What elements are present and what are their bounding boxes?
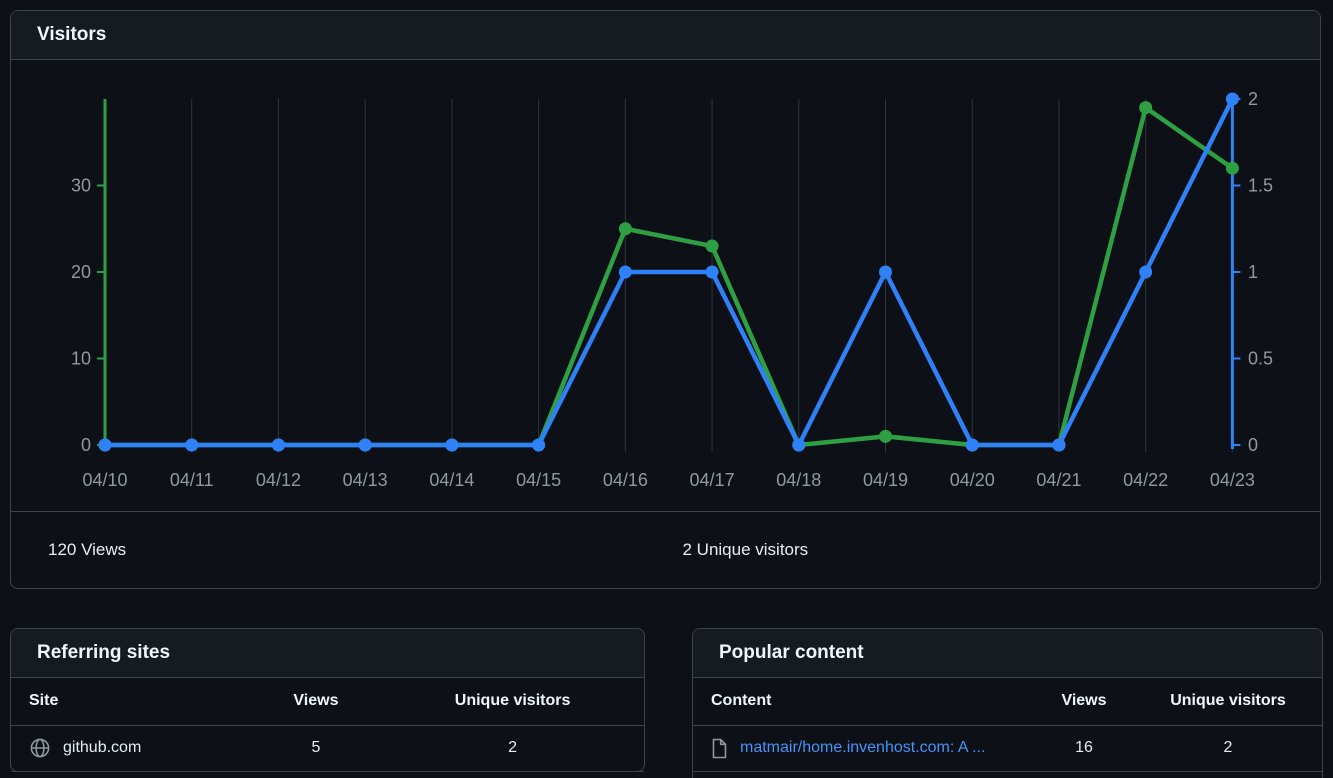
referring-site-unique: 2 (381, 725, 644, 772)
x-axis-labels: 04/10 04/11 04/12 04/13 04/14 04/15 04/16 04/17… (82, 470, 1254, 490)
column-header-views: Views (250, 678, 382, 726)
svg-text:04/15: 04/15 (516, 470, 561, 490)
popular-content-views: 16 (1034, 725, 1134, 772)
visitors-panel: Visitors 04/10 04/11 04/12 04/13 04/14 04/15 0… (10, 10, 1321, 589)
svg-text:0.5: 0.5 (1248, 349, 1273, 369)
column-header-unique-visitors: Unique visitors (381, 678, 644, 726)
referring-site-views: 5 (250, 725, 382, 772)
svg-text:04/19: 04/19 (863, 470, 908, 490)
svg-text:1.5: 1.5 (1248, 176, 1273, 196)
popular-content-table: Content Views Unique visitors matmair/ (693, 678, 1322, 772)
svg-text:20: 20 (71, 262, 91, 282)
svg-text:0: 0 (81, 435, 91, 455)
referring-sites-table: Site Views Unique visitors (11, 678, 644, 772)
svg-text:04/17: 04/17 (690, 470, 735, 490)
svg-text:04/21: 04/21 (1036, 470, 1081, 490)
referring-sites-header: Referring sites (11, 629, 644, 678)
visitors-chart: 04/10 04/11 04/12 04/13 04/14 04/15 04/16 04/17… (71, 89, 1273, 490)
svg-text:04/14: 04/14 (429, 470, 474, 490)
right-axis-unique-visitors: 0 0.5 1 1.5 2 (1230, 89, 1273, 455)
left-axis-views: 0 10 20 30 (71, 99, 107, 455)
svg-text:04/13: 04/13 (343, 470, 388, 490)
svg-text:04/22: 04/22 (1123, 470, 1168, 490)
popular-content-link[interactable]: matmair/home.invenhost.com: A ... (740, 739, 986, 756)
popular-content-header: Popular content (693, 629, 1322, 678)
referring-sites-header-row: Site Views Unique visitors (11, 678, 644, 726)
svg-text:0: 0 (1248, 435, 1258, 455)
column-header-unique-visitors: Unique visitors (1134, 678, 1322, 726)
svg-text:04/23: 04/23 (1210, 470, 1255, 490)
referring-site-name: github.com (63, 739, 142, 756)
svg-text:1: 1 (1248, 262, 1258, 282)
referring-sites-panel: Referring sites Site Views Unique visito… (10, 628, 645, 772)
referring-site-row: github.com 5 2 (11, 725, 644, 772)
column-header-content: Content (693, 678, 1034, 726)
referring-sites-title: Referring sites (37, 642, 171, 663)
series-views (98, 101, 1239, 452)
visitors-chart-area: 04/10 04/11 04/12 04/13 04/14 04/15 04/16 04/17… (11, 60, 1320, 511)
popular-content-unique: 2 (1134, 725, 1322, 772)
svg-text:30: 30 (71, 176, 91, 196)
file-icon (711, 738, 728, 759)
svg-text:04/18: 04/18 (776, 470, 821, 490)
svg-text:04/12: 04/12 (256, 470, 301, 490)
svg-text:10: 10 (71, 349, 91, 369)
visitors-title: Visitors (37, 24, 107, 45)
visitors-panel-header: Visitors (11, 11, 1320, 60)
column-header-views: Views (1034, 678, 1134, 726)
total-views-label: 120 Views (48, 539, 127, 559)
visitors-summary-row: 120 Views 2 Unique visitors (11, 511, 1320, 587)
svg-text:04/20: 04/20 (950, 470, 995, 490)
series-unique-visitors (98, 92, 1239, 452)
grid-lines (104, 99, 1233, 452)
globe-icon (29, 737, 51, 759)
popular-content-panel: Popular content Content Views Unique vis… (692, 628, 1323, 778)
svg-text:2: 2 (1248, 89, 1258, 109)
svg-text:04/16: 04/16 (603, 470, 648, 490)
popular-content-header-row: Content Views Unique visitors (693, 678, 1322, 726)
total-unique-visitors-label: 2 Unique visitors (682, 539, 809, 559)
svg-text:04/10: 04/10 (82, 470, 127, 490)
svg-text:04/11: 04/11 (170, 470, 214, 490)
popular-content-row: matmair/home.invenhost.com: A ... 16 2 (693, 725, 1322, 772)
popular-content-title: Popular content (719, 642, 864, 663)
column-header-site: Site (11, 678, 251, 726)
